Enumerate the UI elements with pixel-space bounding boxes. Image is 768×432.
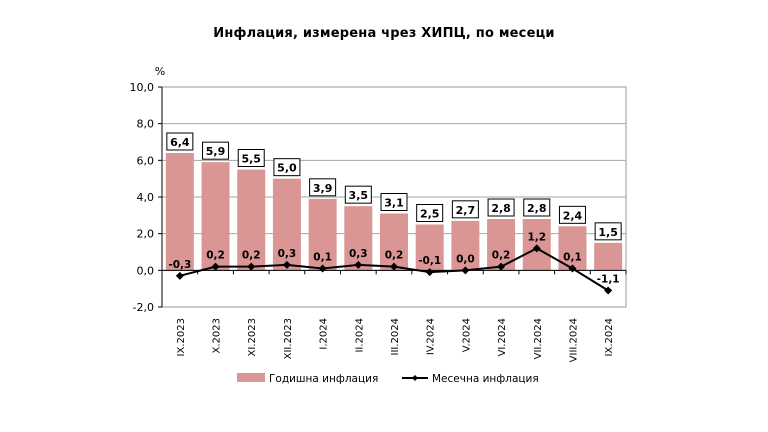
- monthly-inflation-point: [354, 260, 363, 269]
- y-tick-label: 2,0: [137, 228, 155, 241]
- y-tick-label: 4,0: [137, 191, 155, 204]
- bar-value-label-box: [273, 158, 301, 177]
- bar-value-label-box: [380, 193, 408, 211]
- bar-value-label: 3,9: [313, 182, 333, 195]
- bar-value-label: 2,8: [491, 202, 511, 215]
- monthly-inflation-point: [604, 286, 613, 295]
- bar-annual-inflation: [165, 153, 194, 271]
- monthly-inflation-point: [282, 260, 291, 269]
- legend-swatch-annual: [237, 373, 265, 382]
- bar-annual-inflation: [594, 242, 623, 271]
- y-tick-label: 0,0: [137, 264, 155, 277]
- bar-annual-inflation: [344, 206, 373, 271]
- bar-value-label-box: [237, 149, 265, 167]
- x-category-label: IX.2023: [176, 318, 187, 356]
- line-value-label: 0,3: [349, 248, 368, 260]
- x-category-label: VII.2024: [533, 318, 544, 359]
- bar-value-label-box: [202, 141, 230, 160]
- bar-value-label: 6,4: [170, 136, 190, 149]
- line-value-label: 1,2: [527, 231, 546, 243]
- line-value-label: 0,2: [385, 250, 404, 262]
- x-category-label: VI.2024: [497, 318, 508, 356]
- line-value-label: 0,3: [278, 248, 297, 260]
- y-tick-label: 6,0: [137, 154, 155, 167]
- monthly-inflation-point: [497, 262, 506, 271]
- bar-value-label: 5,0: [277, 162, 297, 175]
- y-axis-unit-label: %: [155, 65, 165, 78]
- monthly-inflation-point: [532, 244, 541, 253]
- bar-value-label-box: [166, 132, 194, 151]
- monthly-inflation-point: [318, 264, 327, 273]
- bar-annual-inflation: [308, 198, 337, 271]
- legend-label-monthly: Месечна инфлация: [432, 373, 539, 385]
- y-tick-label: 8,0: [137, 118, 155, 131]
- monthly-inflation-point: [461, 266, 470, 275]
- bar-annual-inflation: [201, 162, 230, 271]
- bar-value-label: 2,7: [456, 204, 476, 217]
- x-category-label: V.2024: [461, 318, 472, 352]
- legend-label-annual: Годишна инфлация: [269, 373, 378, 385]
- monthly-inflation-point: [390, 262, 398, 271]
- bar-value-label-box: [523, 198, 551, 217]
- bar-value-label-box: [451, 200, 479, 219]
- line-value-label: -0,1: [418, 255, 441, 267]
- monthly-inflation-point: [211, 262, 220, 271]
- bar-annual-inflation: [415, 224, 444, 271]
- x-category-label: IX.2024: [604, 318, 615, 356]
- bar-value-label: 2,5: [420, 208, 440, 221]
- bar-annual-inflation: [237, 169, 266, 271]
- line-value-label: 0,2: [492, 250, 511, 262]
- legend-swatch-monthly-marker: [412, 375, 418, 381]
- x-category-label: XI.2023: [247, 318, 258, 356]
- line-value-label: -1,1: [597, 274, 620, 286]
- bar-value-label: 2,8: [527, 202, 547, 215]
- x-category-label: VIII.2024: [568, 318, 579, 362]
- line-value-label: 0,0: [456, 253, 475, 265]
- x-category-label: I.2024: [319, 318, 330, 350]
- monthly-inflation-point: [568, 264, 577, 273]
- line-value-label: 0,1: [313, 252, 332, 264]
- bar-value-label: 5,9: [206, 145, 226, 158]
- y-tick-label: -2,0: [133, 301, 154, 314]
- line-value-label: -0,3: [168, 259, 191, 271]
- bar-value-label-box: [344, 185, 372, 204]
- monthly-inflation-point: [425, 268, 434, 277]
- chart-title: Инфлация, измерена чрез ХИПЦ, по месеци: [213, 26, 555, 41]
- bar-value-label-box: [594, 222, 622, 241]
- x-category-label: II.2024: [354, 318, 365, 353]
- monthly-inflation-point: [247, 262, 256, 271]
- x-category-label: XII.2023: [283, 318, 294, 359]
- bar-value-label: 2,4: [563, 209, 583, 222]
- y-tick-label: 10,0: [130, 81, 155, 94]
- x-category-label: IV.2024: [426, 318, 437, 355]
- bar-value-label: 3,5: [349, 189, 369, 202]
- line-value-label: 0,2: [242, 250, 261, 262]
- bar-value-label-box: [487, 198, 515, 217]
- bar-value-label: 3,1: [384, 197, 404, 210]
- bar-value-label: 1,5: [598, 226, 618, 239]
- bar-annual-inflation: [451, 220, 480, 271]
- bar-value-label-box: [309, 178, 337, 197]
- bar-value-label-box: [558, 205, 586, 224]
- monthly-inflation-point: [175, 271, 184, 280]
- x-category-label: X.2023: [212, 318, 223, 353]
- bar-value-label-box: [416, 204, 444, 222]
- line-value-label: 0,1: [563, 252, 582, 264]
- line-value-label: 0,2: [206, 250, 225, 262]
- bar-annual-inflation: [272, 178, 301, 271]
- bar-annual-inflation: [380, 213, 408, 271]
- x-category-label: III.2024: [390, 318, 401, 355]
- bar-value-label: 5,5: [241, 153, 261, 166]
